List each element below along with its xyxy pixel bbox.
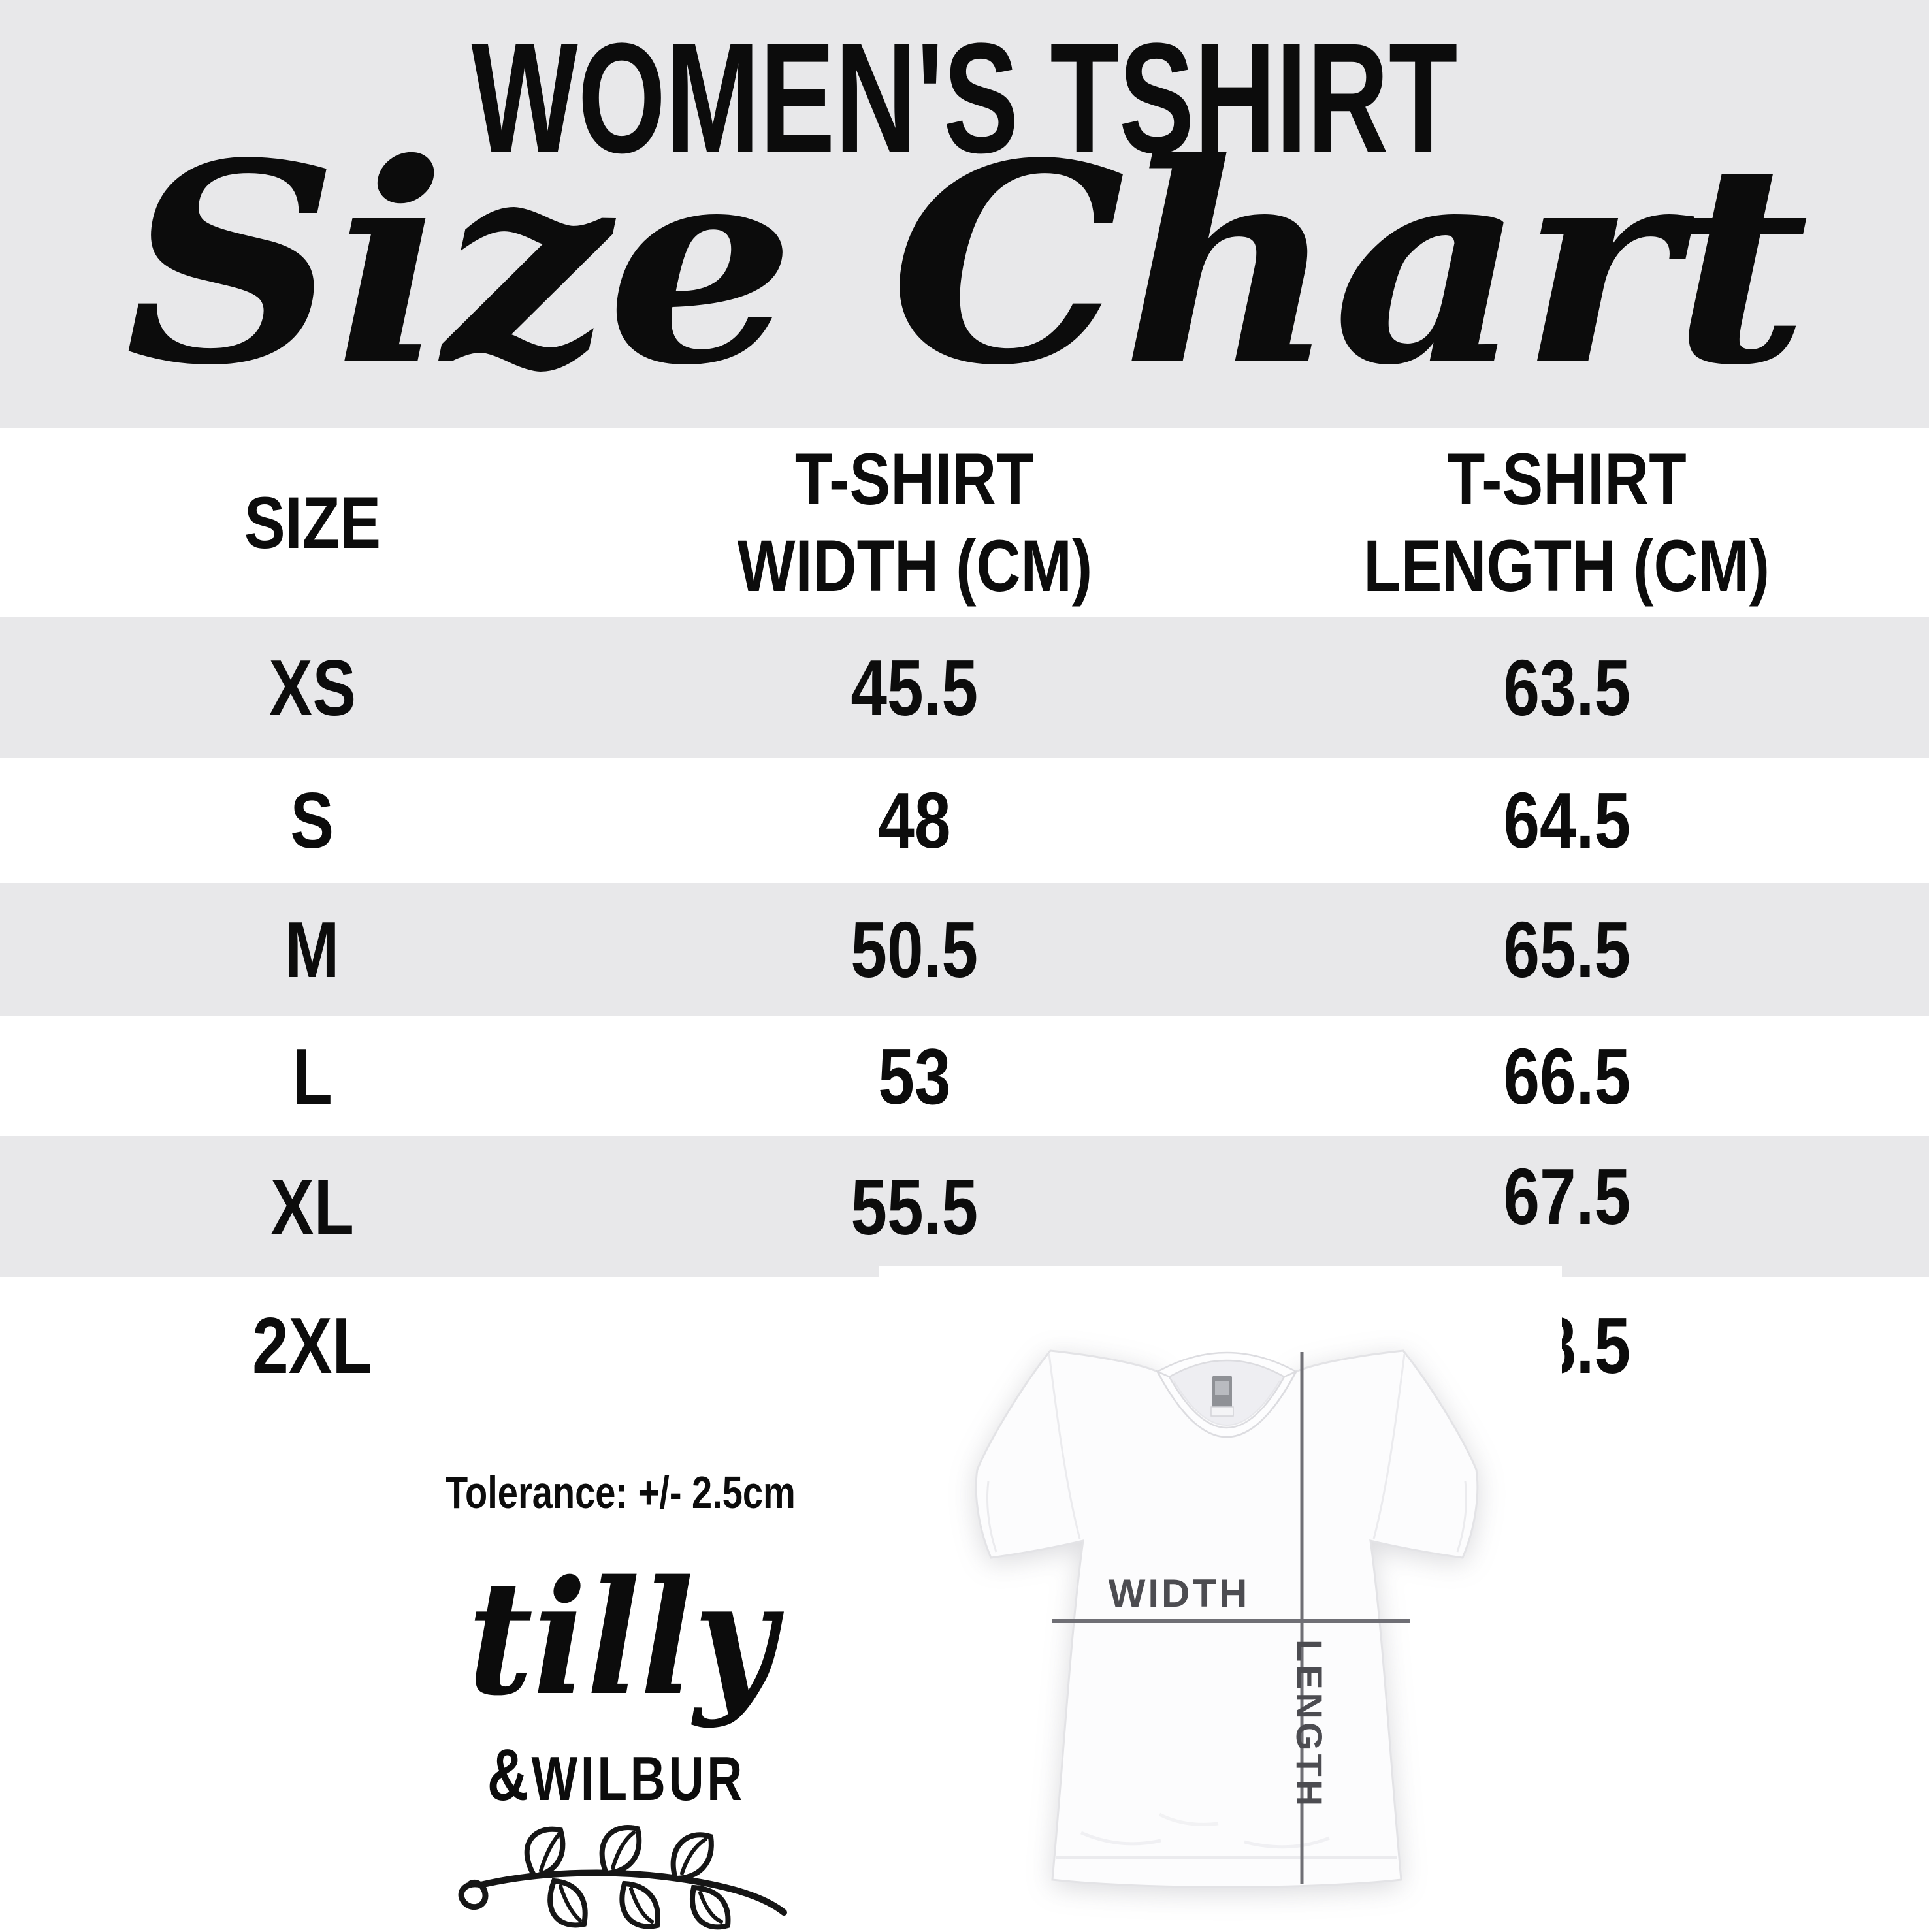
width-cell: 53: [878, 1032, 951, 1121]
length-cell: 64.5: [1503, 776, 1630, 865]
brand-logo-script: tilly: [451, 1560, 790, 1716]
column-header-size: SIZE: [0, 428, 624, 617]
leaf-branch-decoration: [458, 1825, 787, 1930]
table-row: XS 45.5 63.5: [0, 617, 1929, 758]
size-cell: M: [285, 905, 340, 994]
tshirt-diagram: WIDTH LENGTH: [879, 1266, 1562, 1927]
column-header-size-text: SIZE: [244, 481, 381, 564]
header-band: WOMEN'S TSHIRT Size Chart: [0, 0, 1929, 428]
brand-name-caps: WILBUR: [531, 1744, 746, 1814]
collar-front: [1156, 1370, 1298, 1438]
tshirt-body: [975, 1349, 1479, 1888]
length-cell: 67.5: [1503, 1151, 1630, 1241]
column-header-width-line1: T-SHIRT: [795, 438, 1034, 520]
collar-topstitch: [1173, 1380, 1280, 1426]
table-row: S 48 64.5: [0, 758, 1929, 883]
tshirt-illustration: WIDTH LENGTH: [975, 1349, 1479, 1888]
brand-logo-caps: &WILBUR: [451, 1739, 743, 1812]
width-label: WIDTH: [1109, 1571, 1250, 1615]
column-header-length-line2: LENGTH (CM): [1363, 525, 1770, 607]
size-cell: XS: [268, 643, 356, 732]
length-cell: 65.5: [1503, 905, 1630, 994]
page-title: WOMEN'S TSHIRT: [0, 20, 1929, 176]
length-cell: 66.5: [1503, 1032, 1630, 1121]
width-cell: 48: [878, 776, 951, 865]
size-cell: XL: [270, 1162, 354, 1251]
tolerance-note-text: Tolerance: +/- 2.5cm: [446, 1467, 796, 1518]
table-row: XL 55.5 67.5: [0, 1136, 1929, 1277]
size-cell: S: [290, 776, 334, 865]
page-title-text: WOMEN'S TSHIRT: [471, 10, 1458, 185]
table-row: M 50.5 65.5: [0, 883, 1929, 1016]
column-header-width: T-SHIRT WIDTH (CM): [624, 428, 1205, 617]
width-cell: 55.5: [851, 1162, 979, 1251]
neck-tag-logo: [1215, 1381, 1229, 1395]
neck-size-label: [1210, 1406, 1234, 1417]
brand-ampersand: &: [487, 1734, 532, 1816]
column-header-length-line1: T-SHIRT: [1447, 438, 1687, 520]
page-subtitle: Size Chart: [0, 128, 1929, 402]
brand-name-script: tilly: [468, 1546, 776, 1730]
length-cell: 63.5: [1503, 643, 1630, 732]
length-label: LENGTH: [1289, 1639, 1330, 1809]
table-header-row: SIZE T-SHIRT WIDTH (CM) T-SHIRT LENGTH (…: [0, 428, 1929, 617]
column-header-width-line2: WIDTH (CM): [737, 525, 1092, 607]
table-body: XS 45.5 63.5 S 48 64.5 M 50.5 65.5 L 53 …: [0, 617, 1929, 1414]
page-subtitle-text: Size Chart: [124, 104, 1809, 426]
column-header-length: T-SHIRT LENGTH (CM): [1205, 428, 1929, 617]
tolerance-note: Tolerance: +/- 2.5cm: [274, 1470, 967, 1515]
table-row: L 53 66.5: [0, 1016, 1929, 1136]
width-cell: 45.5: [851, 643, 979, 732]
size-cell: L: [292, 1032, 332, 1121]
width-cell: 50.5: [851, 905, 979, 994]
size-cell: 2XL: [252, 1301, 372, 1390]
